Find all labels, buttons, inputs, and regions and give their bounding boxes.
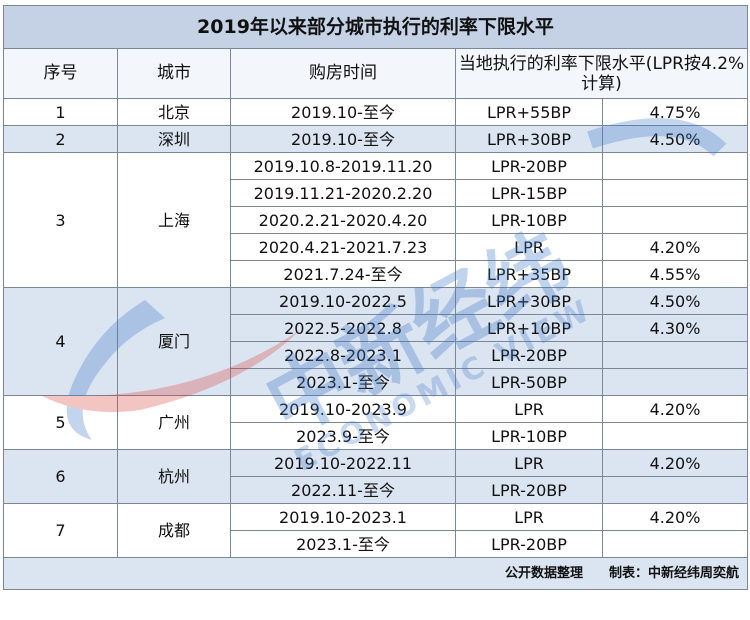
row-period: 2019.10.8-2019.11.20 [230, 152, 456, 180]
table-row: 2019.11.21-2020.2.20 LPR-15BP [4, 179, 748, 207]
table-row: 4 厦门 2019.10-2022.5 LPR+30BP 4.50% [3, 287, 748, 396]
table-row: 2023.9-至今 LPR-10BP [4, 422, 748, 450]
row-spread: LPR-50BP [455, 368, 603, 396]
table-row: 5 广州 2019.10-2023.9 LPR 4.20% [3, 395, 748, 450]
row-spread: LPR+55BP [455, 98, 603, 126]
table-row: 2021.7.24-至今 LPR+35BP 4.55% [4, 260, 748, 288]
footer-source: 公开数据整理 [504, 566, 583, 581]
row-period: 2023.1-至今 [230, 530, 456, 558]
table-title: 2019年以来部分城市执行的利率下限水平 [3, 5, 748, 49]
table-row: 2 深圳 2019.10-至今 LPR+30BP 4.50% [3, 125, 748, 153]
row-rate [602, 206, 748, 234]
row-spread: LPR+10BP [455, 314, 603, 342]
header-rate: 当地执行的利率下限水平(LPR按4.2%计算) [455, 48, 748, 99]
row-spread: LPR+30BP [455, 125, 603, 153]
row-rate: 4.20% [602, 503, 748, 531]
row-period: 2023.9-至今 [230, 422, 456, 450]
row-period: 2022.8-2023.1 [230, 341, 456, 369]
table-row: 2023.1-至今 LPR-50BP [4, 368, 748, 396]
row-period: 2019.10-2023.9 [230, 395, 456, 423]
row-period: 2019.10-2022.11 [230, 449, 456, 477]
row-spread: LPR-10BP [455, 422, 603, 450]
row-period: 2019.10-至今 [230, 98, 456, 126]
row-period: 2023.1-至今 [230, 368, 456, 396]
row-rate: 4.20% [602, 395, 748, 423]
table-row: 3 上海 2019.10.8-2019.11.20 LPR-20BP [3, 152, 748, 288]
row-city: 北京 [117, 98, 231, 126]
row-rate [602, 152, 748, 180]
row-rate [602, 530, 748, 558]
row-spread: LPR-20BP [455, 152, 603, 180]
row-rate [602, 368, 748, 396]
header-index: 序号 [3, 48, 118, 99]
row-rate: 4.30% [602, 314, 748, 342]
row-period: 2021.7.24-至今 [230, 260, 456, 288]
row-rate: 4.20% [602, 233, 748, 261]
row-city: 杭州 [117, 449, 231, 504]
row-spread: LPR [455, 503, 603, 531]
row-period: 2019.11.21-2020.2.20 [230, 179, 456, 207]
row-rate: 4.50% [602, 125, 748, 153]
footer-cell: 公开数据整理 制表：中新经纬周奕航 [3, 557, 748, 590]
row-city: 广州 [117, 395, 231, 450]
row-spread: LPR-15BP [455, 179, 603, 207]
title-row: 2019年以来部分城市执行的利率下限水平 [3, 5, 748, 49]
row-spread: LPR [455, 395, 603, 423]
row-period: 2019.10-2023.1 [230, 503, 456, 531]
row-city: 厦门 [117, 287, 231, 396]
header-city: 城市 [117, 48, 231, 99]
row-rate [602, 179, 748, 207]
rates-table: 2019年以来部分城市执行的利率下限水平 序号 城市 购房时间 当地执行的利率下… [3, 5, 748, 590]
header-period: 购房时间 [230, 48, 456, 99]
footer-credit: 制表：中新经纬周奕航 [608, 566, 739, 581]
row-index: 4 [3, 287, 118, 396]
row-spread: LPR-20BP [455, 476, 603, 504]
row-spread: LPR [455, 233, 603, 261]
row-period: 2020.2.21-2020.4.20 [230, 206, 456, 234]
row-index: 6 [3, 449, 118, 504]
row-period: 2019.10-至今 [230, 125, 456, 153]
table-row: 2020.4.21-2021.7.23 LPR 4.20% [4, 233, 748, 261]
row-city: 成都 [117, 503, 231, 558]
row-index: 7 [3, 503, 118, 558]
table-row: 2020.2.21-2020.4.20 LPR-10BP [4, 206, 748, 234]
row-city: 上海 [117, 152, 231, 288]
row-index: 3 [3, 152, 118, 288]
table-row: 2022.8-2023.1 LPR-20BP [4, 341, 748, 369]
row-spread: LPR-10BP [455, 206, 603, 234]
row-period: 2022.5-2022.8 [230, 314, 456, 342]
row-index: 1 [3, 98, 118, 126]
row-rate [602, 476, 748, 504]
row-rate: 4.75% [602, 98, 748, 126]
row-period: 2019.10-2022.5 [230, 287, 456, 315]
row-spread: LPR+35BP [455, 260, 603, 288]
row-rate [602, 422, 748, 450]
row-rate: 4.55% [602, 260, 748, 288]
footer-row: 公开数据整理 制表：中新经纬周奕航 [3, 557, 748, 590]
row-city: 深圳 [117, 125, 231, 153]
row-index: 5 [3, 395, 118, 450]
row-spread: LPR [455, 449, 603, 477]
row-index: 2 [3, 125, 118, 153]
row-spread: LPR+30BP [455, 287, 603, 315]
row-period: 2022.11-至今 [230, 476, 456, 504]
header-row: 序号 城市 购房时间 当地执行的利率下限水平(LPR按4.2%计算) [3, 48, 748, 99]
row-period: 2020.4.21-2021.7.23 [230, 233, 456, 261]
row-spread: LPR-20BP [455, 341, 603, 369]
table-row: 7 成都 2019.10-2023.1 LPR 4.20% [3, 503, 748, 558]
table-row: 2022.5-2022.8 LPR+10BP 4.30% [4, 314, 748, 342]
table-row: 1 北京 2019.10-至今 LPR+55BP 4.75% [3, 98, 748, 126]
row-rate: 4.20% [602, 449, 748, 477]
row-spread: LPR-20BP [455, 530, 603, 558]
table-row: 6 杭州 2019.10-2022.11 LPR 4.20% [3, 449, 748, 504]
row-rate: 4.50% [602, 287, 748, 315]
row-rate [602, 341, 748, 369]
rates-table-body: 2019年以来部分城市执行的利率下限水平 序号 城市 购房时间 当地执行的利率下… [3, 5, 748, 558]
